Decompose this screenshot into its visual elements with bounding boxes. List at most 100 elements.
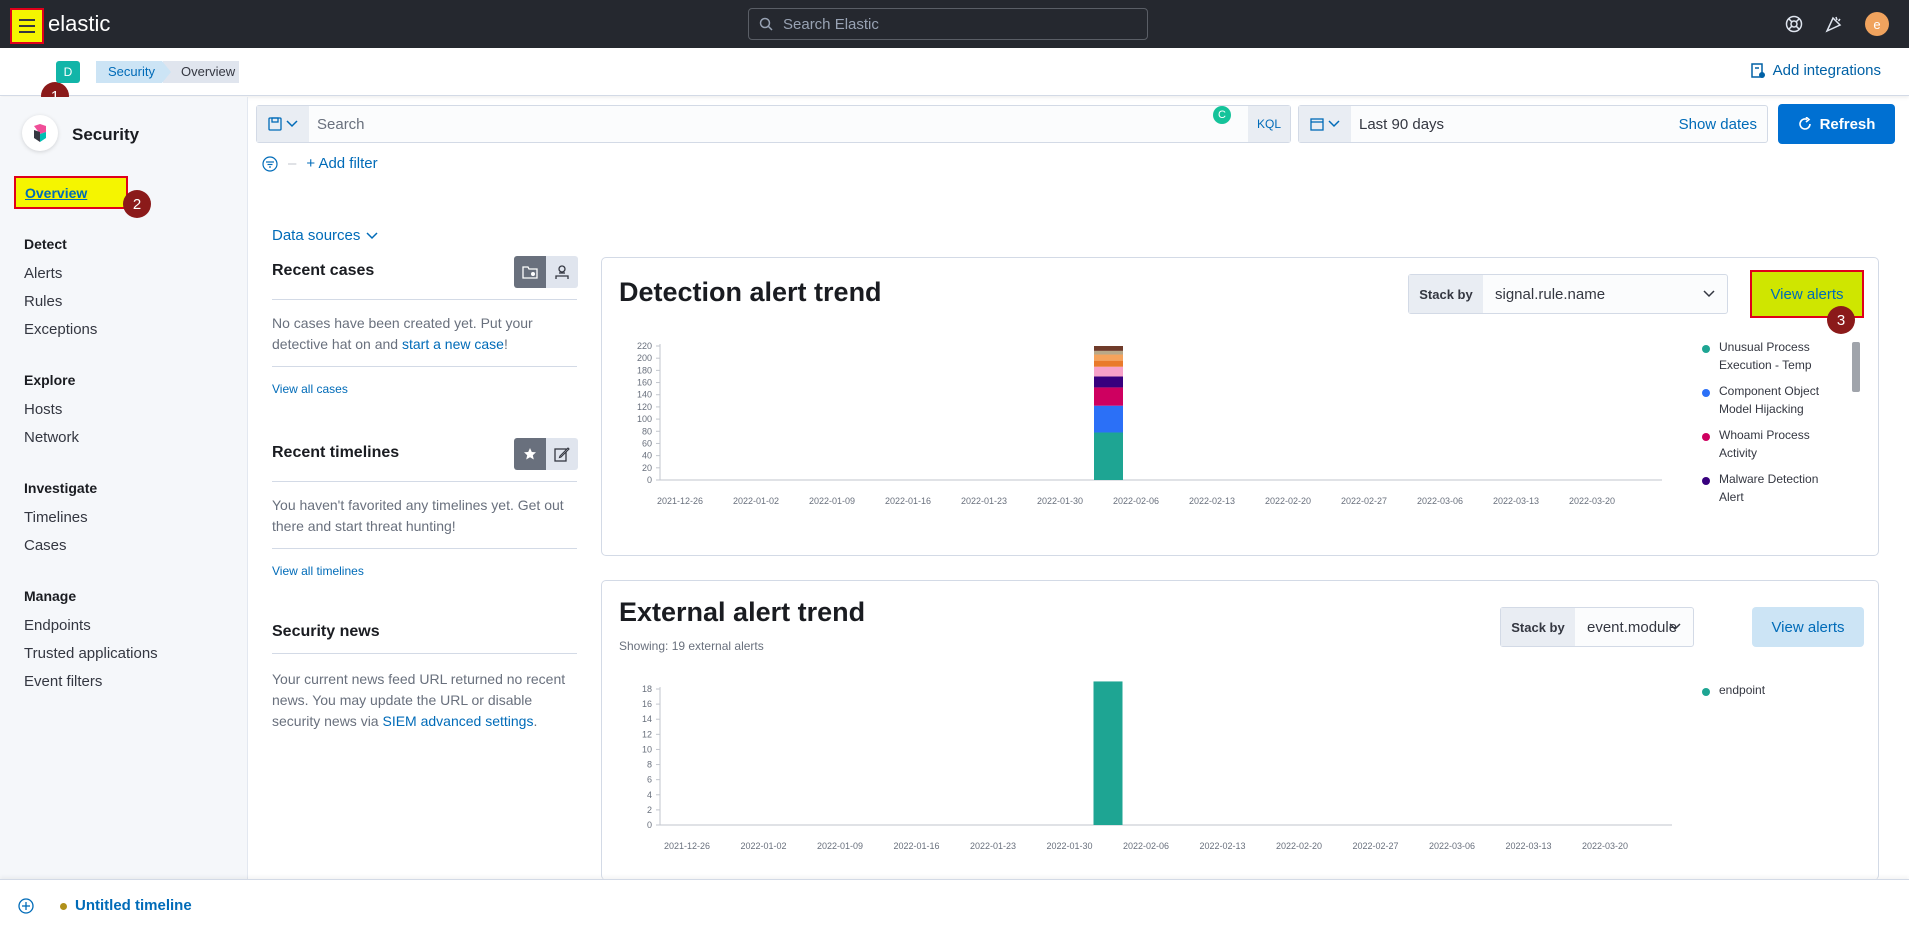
save-icon [268, 117, 282, 131]
y-tick-label: 20 [642, 463, 652, 473]
divider [272, 548, 577, 549]
x-tick-label: 2022-01-30 [1037, 496, 1083, 506]
legend-label: Component Object Model Hijacking [1719, 384, 1820, 416]
legend-item[interactable]: Unusual Process Execution - Temp [1702, 338, 1842, 374]
y-tick-label: 6 [647, 775, 652, 785]
recent-cases-filter-group [514, 256, 578, 288]
x-tick-label: 2021-12-26 [664, 841, 710, 851]
x-tick-label: 2022-03-13 [1493, 496, 1539, 506]
recent-timelines-title: Recent timelines [272, 444, 400, 461]
app-header [0, 48, 1909, 96]
add-integrations-label: Add integrations [1772, 62, 1881, 79]
security-news-text-before: Your current news feed URL returned no r… [272, 671, 566, 729]
recent-timelines-empty-text: You haven't favorited any timelines yet.… [272, 497, 564, 534]
refresh-icon [1798, 117, 1811, 130]
legend-scrollbar[interactable] [1852, 342, 1860, 392]
chart-bar-segment [1094, 376, 1123, 388]
recent-cases-title: Recent cases [272, 262, 375, 279]
security-logo-icon [34, 124, 46, 142]
favorite-timelines-button[interactable] [514, 438, 546, 470]
chart-bar-segment [1094, 432, 1123, 480]
x-tick-label: 2022-01-09 [817, 841, 863, 851]
sidebar-item-trusted-applications[interactable]: Trusted applications [24, 645, 158, 662]
saved-query-button[interactable] [257, 106, 309, 142]
start-new-case-link[interactable]: start a new case [402, 336, 504, 352]
sidebar-item-timelines[interactable]: Timelines [24, 509, 88, 526]
view-alerts-button[interactable]: View alerts [1750, 270, 1864, 318]
legend-item[interactable]: Component Object Model Hijacking [1702, 382, 1842, 418]
filter-row: – + Add filter [262, 155, 378, 172]
space-avatar[interactable]: D [56, 61, 80, 83]
refresh-button[interactable]: Refresh [1778, 104, 1895, 144]
sidebar-group-explore: Explore [24, 372, 76, 388]
help-icon[interactable] [1785, 15, 1803, 33]
stack-by-label: Stack by [1501, 608, 1575, 646]
data-sources-dropdown[interactable]: Data sources [272, 227, 378, 244]
legend-item[interactable]: Malware Detection Alert [1702, 470, 1842, 506]
my-cases-filter-button[interactable] [546, 256, 578, 288]
sidebar-item-rules[interactable]: Rules [24, 293, 63, 310]
sidebar-item-network[interactable]: Network [24, 429, 80, 446]
detection-alert-trend-card: Detection alert trend Stack by signal.ru… [601, 257, 1879, 556]
filter-options-icon[interactable] [262, 155, 278, 172]
sidebar-item-overview[interactable]: Overview [14, 176, 128, 209]
view-all-timelines-link[interactable]: View all timelines [272, 564, 364, 578]
y-tick-label: 40 [642, 451, 652, 461]
x-tick-label: 2022-01-02 [740, 841, 786, 851]
legend-label: endpoint [1719, 683, 1766, 697]
sidebar-item-cases[interactable]: Cases [24, 537, 67, 554]
user-avatar[interactable]: e [1865, 12, 1889, 36]
user-icon [555, 265, 569, 279]
x-tick-label: 2022-02-27 [1352, 841, 1398, 851]
security-news-text: Your current news feed URL returned no r… [272, 669, 572, 732]
external-legend: endpoint [1702, 681, 1842, 707]
menu-toggle-button[interactable] [10, 8, 44, 44]
timeline-bottom-bar: Untitled timeline [0, 879, 1909, 927]
date-range-value[interactable]: Last 90 days [1359, 116, 1445, 133]
legend-item[interactable]: endpoint [1702, 681, 1842, 699]
news-feed-icon[interactable] [1825, 15, 1843, 33]
add-integrations-link[interactable]: Add integrations [1750, 62, 1881, 79]
sidebar-item-hosts[interactable]: Hosts [24, 401, 63, 418]
show-dates-link[interactable]: Show dates [1678, 116, 1757, 133]
recent-cases-filter-button[interactable] [514, 256, 546, 288]
sidebar-item-exceptions[interactable]: Exceptions [24, 321, 98, 338]
x-tick-label: 2022-03-13 [1505, 841, 1551, 851]
recent-cases-text-after: ! [503, 336, 508, 352]
brand-name: elastic [48, 11, 111, 36]
add-timeline-icon[interactable] [18, 898, 34, 914]
breadcrumb-overview: Overview [163, 61, 239, 83]
recent-cases-text-before: No cases have been created yet. Put your… [272, 315, 533, 352]
detection-stack-by-select[interactable]: Stack by signal.rule.name [1408, 274, 1728, 314]
folder-icon [522, 266, 538, 279]
chevron-down-icon [286, 120, 298, 128]
stack-by-value-text: event.module [1587, 619, 1678, 636]
sidebar-item-event-filters[interactable]: Event filters [24, 673, 103, 690]
chart-bar-segment [1094, 354, 1123, 361]
y-tick-label: 14 [642, 714, 652, 724]
integrations-icon [1750, 62, 1765, 78]
recently-updated-timelines-button[interactable] [546, 438, 578, 470]
query-search-input[interactable]: Search [317, 116, 365, 133]
sidebar-item-endpoints[interactable]: Endpoints [24, 617, 91, 634]
grammarly-icon[interactable]: C [1213, 106, 1231, 124]
y-tick-label: 100 [637, 414, 652, 424]
external-view-alerts-button[interactable]: View alerts [1752, 607, 1864, 647]
y-tick-label: 16 [642, 699, 652, 709]
global-search-input[interactable]: Search Elastic [748, 8, 1148, 40]
hamburger-icon-line [19, 19, 35, 21]
timeline-name-button[interactable]: Untitled timeline [75, 897, 192, 914]
legend-item[interactable]: Whoami Process Activity [1702, 426, 1842, 462]
view-all-cases-link[interactable]: View all cases [272, 382, 348, 396]
breadcrumb-security[interactable]: Security [96, 61, 171, 83]
siem-advanced-settings-link[interactable]: SIEM advanced settings [382, 713, 534, 729]
star-icon [524, 448, 536, 460]
external-alert-trend-title: External alert trend [619, 597, 866, 627]
sidebar-item-alerts[interactable]: Alerts [24, 265, 63, 282]
quick-date-button[interactable] [1299, 106, 1351, 142]
y-tick-label: 0 [647, 820, 652, 830]
external-stack-by-select[interactable]: Stack by event.module [1500, 607, 1694, 647]
kql-toggle-button[interactable]: KQL [1248, 106, 1290, 142]
add-filter-button[interactable]: + Add filter [306, 155, 378, 172]
recent-cases-empty-text: No cases have been created yet. Put your… [272, 313, 572, 355]
